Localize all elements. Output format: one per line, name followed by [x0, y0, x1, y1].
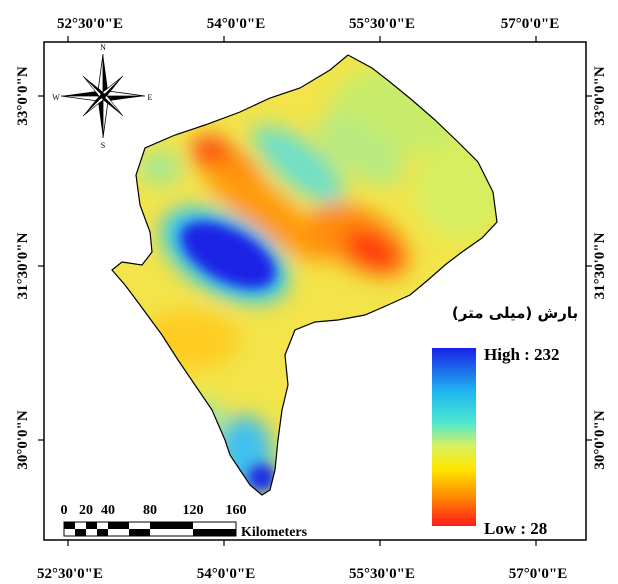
scale-label: 120	[183, 503, 204, 518]
scale-label: 0	[61, 503, 68, 518]
left-tick-label: 33°0'0"N	[15, 66, 31, 125]
left-tick-label: 30°0'0"N	[15, 410, 31, 469]
top-tick-label: 57°0'0"E	[501, 16, 560, 32]
right-tick-label: 31°30'0"N	[592, 232, 608, 299]
legend-low-label: Low : 28	[484, 519, 547, 538]
legend-high-label: High : 232	[484, 345, 560, 364]
scale-bar	[63, 521, 237, 537]
top-tick-label: 55°30'0"E	[349, 16, 415, 32]
top-tick-marks	[38, 36, 592, 546]
compass-n-label: N	[100, 43, 106, 52]
bottom-tick-label: 55°30'0"E	[349, 566, 415, 582]
compass-e-label: E	[148, 93, 153, 102]
scale-label: 160	[226, 503, 247, 518]
top-tick-label: 54°0'0"E	[207, 16, 266, 32]
scale-label: 40	[101, 503, 115, 518]
region-boundary	[111, 54, 498, 496]
bottom-tick-label: 57°0'0"E	[509, 566, 568, 582]
compass-s-label: S	[101, 141, 105, 150]
scale-unit-label: Kilometers	[241, 525, 308, 540]
compass-w-label: W	[52, 93, 60, 102]
bottom-tick-label: 52°30'0"E	[37, 566, 103, 582]
legend-title: بارش (میلی متر)	[452, 304, 578, 322]
north-arrow-icon	[60, 53, 146, 139]
scale-label: 20	[79, 503, 93, 518]
bottom-tick-label: 54°0'0"E	[197, 566, 256, 582]
left-tick-label: 31°30'0"N	[15, 232, 31, 299]
top-tick-label: 52°30'0"E	[57, 16, 123, 32]
legend-color-ramp	[432, 348, 476, 526]
scale-label: 80	[143, 503, 157, 518]
right-tick-label: 33°0'0"N	[592, 66, 608, 125]
right-tick-label: 30°0'0"N	[592, 410, 608, 469]
